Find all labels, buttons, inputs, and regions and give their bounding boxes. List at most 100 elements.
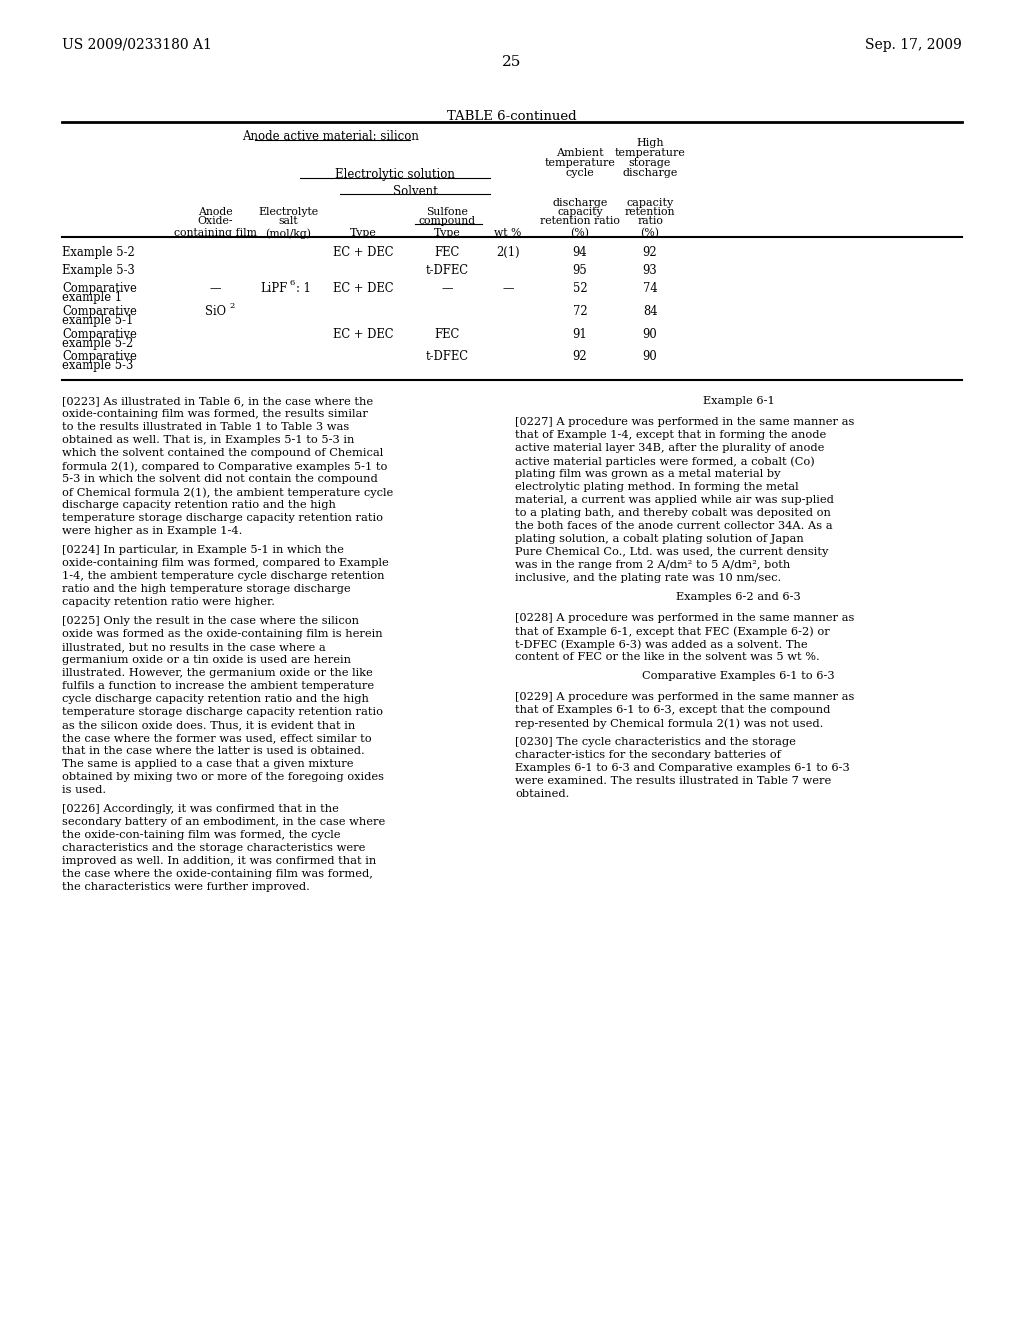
Text: 2: 2 <box>229 302 234 310</box>
Text: Sep. 17, 2009: Sep. 17, 2009 <box>865 38 962 51</box>
Text: that in the case where the latter is used is obtained.: that in the case where the latter is use… <box>62 746 365 756</box>
Text: 92: 92 <box>572 350 588 363</box>
Text: the both faces of the anode current collector 34A. As a: the both faces of the anode current coll… <box>515 521 833 531</box>
Text: 90: 90 <box>643 327 657 341</box>
Text: Comparative: Comparative <box>62 327 137 341</box>
Text: capacity: capacity <box>627 198 674 209</box>
Text: character-istics for the secondary batteries of: character-istics for the secondary batte… <box>515 750 781 760</box>
Text: inclusive, and the plating rate was 10 nm/sec.: inclusive, and the plating rate was 10 n… <box>515 573 781 583</box>
Text: obtained.: obtained. <box>515 789 569 799</box>
Text: SiO: SiO <box>205 305 226 318</box>
Text: EC + DEC: EC + DEC <box>333 282 393 294</box>
Text: temperature storage discharge capacity retention ratio: temperature storage discharge capacity r… <box>62 708 383 717</box>
Text: EC + DEC: EC + DEC <box>333 246 393 259</box>
Text: Example 6-1: Example 6-1 <box>702 396 774 407</box>
Text: compound: compound <box>419 216 475 226</box>
Text: temperature storage discharge capacity retention ratio: temperature storage discharge capacity r… <box>62 513 383 523</box>
Text: 1-4, the ambient temperature cycle discharge retention: 1-4, the ambient temperature cycle disch… <box>62 572 384 581</box>
Text: cycle: cycle <box>565 168 594 178</box>
Text: Sulfone: Sulfone <box>426 207 468 216</box>
Text: secondary battery of an embodiment, in the case where: secondary battery of an embodiment, in t… <box>62 817 385 828</box>
Text: The same is applied to a case that a given mixture: The same is applied to a case that a giv… <box>62 759 353 770</box>
Text: Oxide-: Oxide- <box>198 216 232 226</box>
Text: active material particles were formed, a cobalt (Co): active material particles were formed, a… <box>515 455 815 466</box>
Text: discharge: discharge <box>623 168 678 178</box>
Text: Electrolytic solution: Electrolytic solution <box>335 168 455 181</box>
Text: Electrolyte: Electrolyte <box>258 207 318 216</box>
Text: ratio: ratio <box>637 216 663 226</box>
Text: (mol/kg): (mol/kg) <box>265 228 311 239</box>
Text: 74: 74 <box>643 282 657 294</box>
Text: 72: 72 <box>572 305 588 318</box>
Text: [0225] Only the result in the case where the silicon: [0225] Only the result in the case where… <box>62 616 359 626</box>
Text: Example 5-2: Example 5-2 <box>62 246 135 259</box>
Text: FEC: FEC <box>434 327 460 341</box>
Text: 2(1): 2(1) <box>497 246 520 259</box>
Text: that of Example 6-1, except that FEC (Example 6-2) or: that of Example 6-1, except that FEC (Ex… <box>515 626 829 636</box>
Text: ratio and the high temperature storage discharge: ratio and the high temperature storage d… <box>62 583 350 594</box>
Text: which the solvent contained the compound of Chemical: which the solvent contained the compound… <box>62 447 383 458</box>
Text: [0228] A procedure was performed in the same manner as: [0228] A procedure was performed in the … <box>515 612 854 623</box>
Text: that of Examples 6-1 to 6-3, except that the compound: that of Examples 6-1 to 6-3, except that… <box>515 705 830 715</box>
Text: were examined. The results illustrated in Table 7 were: were examined. The results illustrated i… <box>515 776 831 785</box>
Text: oxide was formed as the oxide-containing film is herein: oxide was formed as the oxide-containing… <box>62 630 383 639</box>
Text: 52: 52 <box>572 282 588 294</box>
Text: formula 2(1), compared to Comparative examples 5-1 to: formula 2(1), compared to Comparative ex… <box>62 461 387 471</box>
Text: 84: 84 <box>643 305 657 318</box>
Text: obtained as well. That is, in Examples 5-1 to 5-3 in: obtained as well. That is, in Examples 5… <box>62 436 354 445</box>
Text: EC + DEC: EC + DEC <box>333 327 393 341</box>
Text: Example 5-3: Example 5-3 <box>62 264 135 277</box>
Text: the characteristics were further improved.: the characteristics were further improve… <box>62 882 310 892</box>
Text: characteristics and the storage characteristics were: characteristics and the storage characte… <box>62 843 366 853</box>
Text: Examples 6-1 to 6-3 and Comparative examples 6-1 to 6-3: Examples 6-1 to 6-3 and Comparative exam… <box>515 763 850 774</box>
Text: Examples 6-2 and 6-3: Examples 6-2 and 6-3 <box>676 591 801 602</box>
Text: LiPF: LiPF <box>260 282 288 294</box>
Text: temperature: temperature <box>545 158 615 168</box>
Text: plating solution, a cobalt plating solution of Japan: plating solution, a cobalt plating solut… <box>515 535 804 544</box>
Text: [0227] A procedure was performed in the same manner as: [0227] A procedure was performed in the … <box>515 417 854 426</box>
Text: retention ratio: retention ratio <box>540 216 620 226</box>
Text: containing film: containing film <box>173 228 256 238</box>
Text: discharge capacity retention ratio and the high: discharge capacity retention ratio and t… <box>62 500 336 510</box>
Text: rep-resented by Chemical formula 2(1) was not used.: rep-resented by Chemical formula 2(1) wa… <box>515 718 823 729</box>
Text: Type: Type <box>433 228 461 238</box>
Text: germanium oxide or a tin oxide is used are herein: germanium oxide or a tin oxide is used a… <box>62 655 351 665</box>
Text: Pure Chemical Co., Ltd. was used, the current density: Pure Chemical Co., Ltd. was used, the cu… <box>515 546 828 557</box>
Text: 91: 91 <box>572 327 588 341</box>
Text: FEC: FEC <box>434 246 460 259</box>
Text: improved as well. In addition, it was confirmed that in: improved as well. In addition, it was co… <box>62 855 376 866</box>
Text: Type: Type <box>349 228 377 238</box>
Text: material, a current was applied while air was sup-plied: material, a current was applied while ai… <box>515 495 834 506</box>
Text: active material layer 34B, after the plurality of anode: active material layer 34B, after the plu… <box>515 444 824 453</box>
Text: example 5-1: example 5-1 <box>62 314 133 327</box>
Text: retention: retention <box>625 207 675 216</box>
Text: oxide-containing film was formed, compared to Example: oxide-containing film was formed, compar… <box>62 558 389 568</box>
Text: capacity retention ratio were higher.: capacity retention ratio were higher. <box>62 597 275 607</box>
Text: Anode active material: silicon: Anode active material: silicon <box>242 129 419 143</box>
Text: example 5-2: example 5-2 <box>62 337 133 350</box>
Text: : 1: : 1 <box>296 282 311 294</box>
Text: TABLE 6-continued: TABLE 6-continued <box>447 110 577 123</box>
Text: electrolytic plating method. In forming the metal: electrolytic plating method. In forming … <box>515 482 799 492</box>
Text: oxide-containing film was formed, the results similar: oxide-containing film was formed, the re… <box>62 409 368 418</box>
Text: capacity: capacity <box>557 207 603 216</box>
Text: example 1: example 1 <box>62 290 122 304</box>
Text: is used.: is used. <box>62 785 106 795</box>
Text: High: High <box>636 139 664 148</box>
Text: cycle discharge capacity retention ratio and the high: cycle discharge capacity retention ratio… <box>62 694 369 704</box>
Text: storage: storage <box>629 158 671 168</box>
Text: temperature: temperature <box>614 148 685 158</box>
Text: Comparative Examples 6-1 to 6-3: Comparative Examples 6-1 to 6-3 <box>642 671 835 681</box>
Text: Comparative: Comparative <box>62 305 137 318</box>
Text: content of FEC or the like in the solvent was 5 wt %.: content of FEC or the like in the solven… <box>515 652 820 663</box>
Text: [0226] Accordingly, it was confirmed that in the: [0226] Accordingly, it was confirmed tha… <box>62 804 339 814</box>
Text: the oxide-con-taining film was formed, the cycle: the oxide-con-taining film was formed, t… <box>62 830 341 840</box>
Text: to the results illustrated in Table 1 to Table 3 was: to the results illustrated in Table 1 to… <box>62 422 349 432</box>
Text: example 5-3: example 5-3 <box>62 359 133 372</box>
Text: [0224] In particular, in Example 5-1 in which the: [0224] In particular, in Example 5-1 in … <box>62 545 344 554</box>
Text: t-DFEC (Example 6-3) was added as a solvent. The: t-DFEC (Example 6-3) was added as a solv… <box>515 639 808 649</box>
Text: t-DFEC: t-DFEC <box>426 350 469 363</box>
Text: as the silicon oxide does. Thus, it is evident that in: as the silicon oxide does. Thus, it is e… <box>62 719 355 730</box>
Text: [0223] As illustrated in Table 6, in the case where the: [0223] As illustrated in Table 6, in the… <box>62 396 373 407</box>
Text: 5-3 in which the solvent did not contain the compound: 5-3 in which the solvent did not contain… <box>62 474 378 484</box>
